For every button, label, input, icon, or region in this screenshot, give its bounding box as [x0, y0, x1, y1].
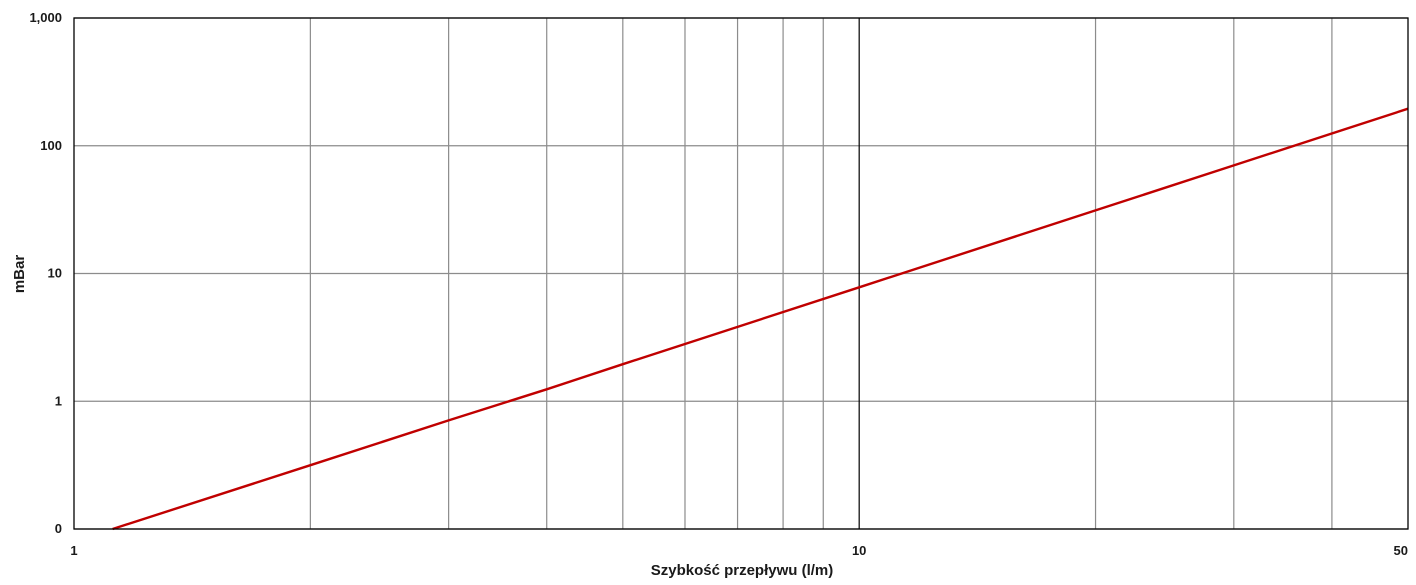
axis-layer — [73, 17, 1409, 530]
y-tick-label: 10 — [48, 266, 62, 281]
series-layer — [112, 107, 1409, 531]
y-tick-label: 0 — [55, 521, 62, 536]
y-tick-label: 1 — [55, 393, 62, 408]
series-line — [112, 107, 1409, 531]
plot-border — [73, 17, 1409, 530]
y-axis-title: mBar — [11, 255, 28, 294]
x-tick-label: 10 — [852, 543, 866, 558]
y-tick-label: 1,000 — [29, 10, 62, 25]
y-tick-label: 100 — [40, 138, 62, 153]
x-tick-label: 1 — [70, 543, 77, 558]
x-tick-label: 50 — [1394, 543, 1408, 558]
grid-layer — [74, 17, 1408, 530]
x-axis-title: Szybkość przepływu (l/m) — [651, 562, 834, 579]
